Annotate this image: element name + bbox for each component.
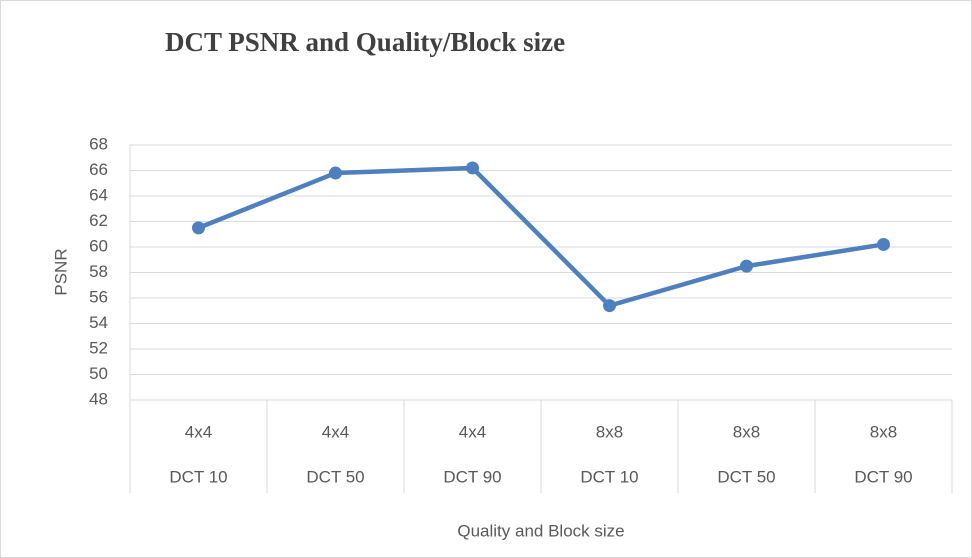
y-tick-label: 58 (89, 262, 108, 281)
marker (877, 237, 890, 251)
x-tick-label: DCT 10 (580, 467, 638, 486)
y-tick-label: 64 (89, 185, 108, 204)
x-tick-label: DCT 50 (306, 467, 364, 486)
y-tick-label: 52 (89, 338, 108, 357)
y-tick-label: 66 (89, 160, 108, 179)
x-tick-label: 4x4 (322, 422, 349, 441)
y-tick-label: 48 (89, 389, 108, 408)
x-tick-label: 8x8 (870, 422, 897, 441)
x-tick-label: DCT 90 (443, 467, 501, 486)
x-tick-label: DCT 90 (854, 467, 912, 486)
x-tick-label: 4x4 (459, 422, 486, 441)
y-tick-label: 60 (89, 236, 108, 255)
marker (329, 166, 342, 180)
marker (466, 161, 479, 175)
x-axis-title: Quality and Block size (457, 521, 624, 540)
marker (740, 259, 753, 273)
y-tick-label: 68 (89, 134, 108, 153)
marker (192, 221, 205, 235)
x-tick-label: 4x4 (185, 422, 212, 441)
y-tick-label: 56 (89, 287, 108, 306)
x-tick-label: DCT 50 (717, 467, 775, 486)
x-tick-label: 8x8 (733, 422, 760, 441)
x-tick-label: DCT 10 (169, 467, 227, 486)
y-tick-label: 50 (89, 364, 108, 383)
x-tick-label: 8x8 (596, 422, 623, 441)
y-tick-label: 62 (89, 211, 108, 230)
y-axis-title: PSNR (51, 248, 70, 295)
chart-title: DCT PSNR and Quality/Block size (165, 27, 565, 57)
line (197, 165, 884, 308)
y-tick-label: 54 (89, 313, 108, 332)
marker (603, 299, 616, 313)
